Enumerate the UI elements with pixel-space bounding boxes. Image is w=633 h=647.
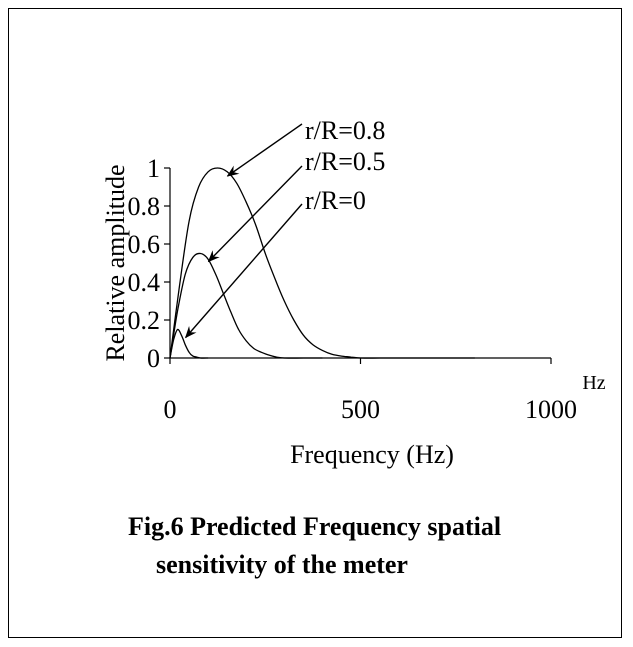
y-tick-label: 0 — [147, 344, 160, 373]
caption-line-2: sensitivity of the meter — [156, 550, 408, 579]
annotation-label-r-r-0-8: r/R=0.8 — [305, 116, 385, 145]
y-tick-label: 1 — [147, 154, 160, 183]
tick-labels: 0 0.2 0.4 0.6 0.8 1 0 500 1000 — [128, 154, 578, 424]
y-tick-label: 0.8 — [128, 192, 161, 221]
annotation-arrow-r-r-0-5 — [207, 165, 303, 263]
y-tick-label: 0.4 — [128, 268, 161, 297]
x-axis-unit-label: Hz — [582, 372, 605, 394]
tick-marks — [164, 167, 552, 364]
x-tick-label: 500 — [341, 395, 380, 424]
annotations: r/R=0.8r/R=0.5 r/R=0 — [184, 116, 385, 339]
annotation-label-r-r-0: r/R=0 — [305, 186, 366, 215]
annotation-label-r-r-0-5: r/R=0.5 — [305, 147, 385, 176]
caption-line-1: Fig.6 Predicted Frequency spatial — [128, 512, 502, 541]
y-tick-label: 0.2 — [128, 306, 161, 335]
x-tick-label: 1000 — [525, 395, 577, 424]
series-line-r-r-0-5 — [169, 252, 323, 359]
annotation-arrow-r-r-0 — [184, 203, 303, 339]
y-axis-label: Relative amplitude — [101, 164, 130, 361]
x-axis-label: Frequency (Hz) — [290, 440, 454, 469]
x-tick-label: 0 — [164, 395, 177, 424]
figure-frame — [8, 8, 622, 638]
annotation-arrow-r-r-0-8 — [226, 123, 303, 177]
y-tick-label: 0.6 — [128, 230, 161, 259]
